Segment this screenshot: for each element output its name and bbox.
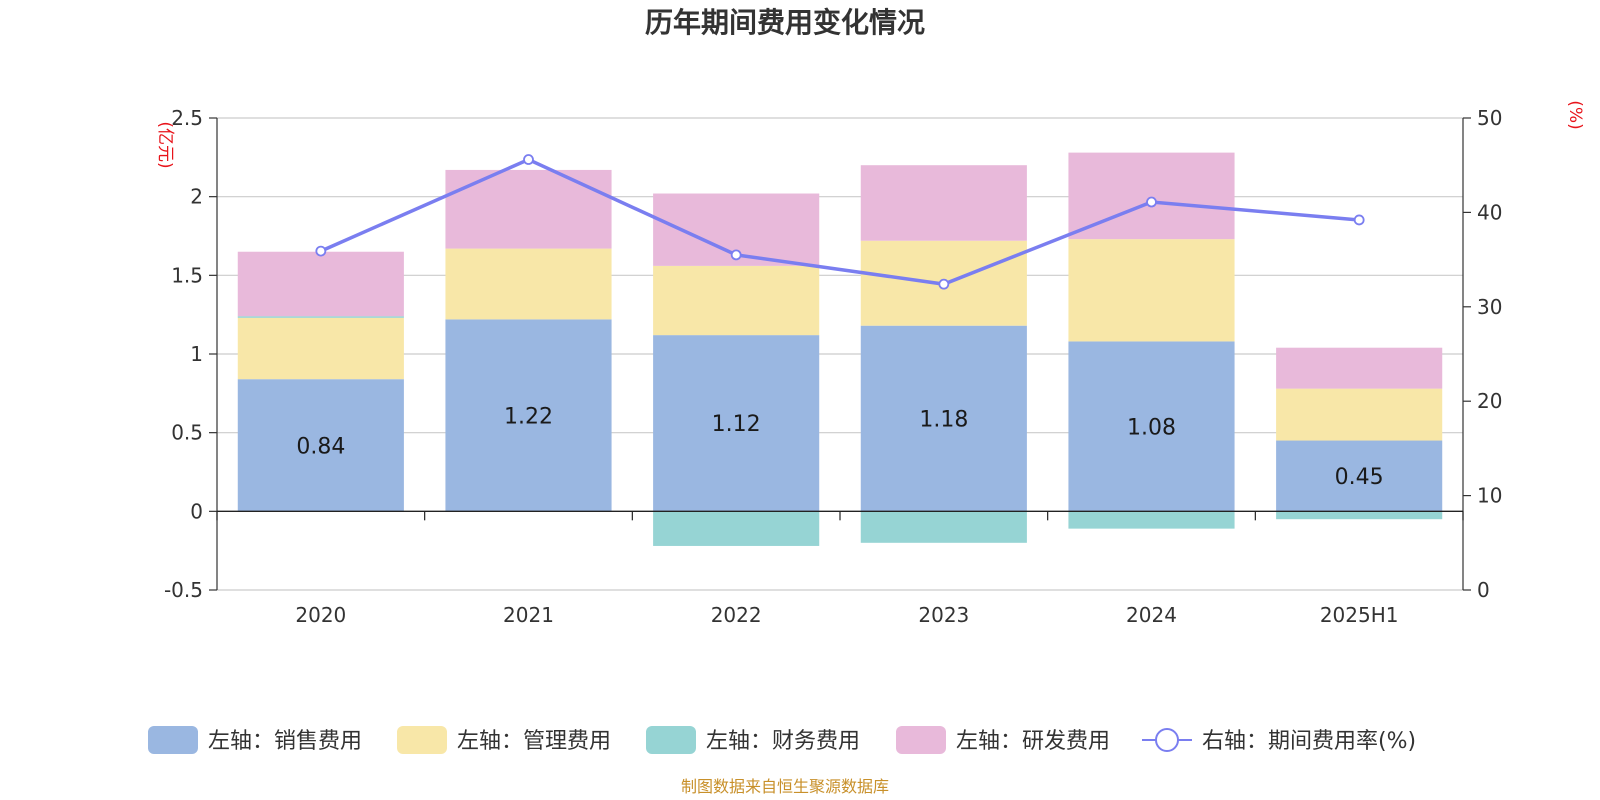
bar-segment (445, 248, 612, 320)
legend-swatch (646, 726, 696, 754)
right-tick-label: 20 (1477, 389, 1502, 413)
bar-segment (237, 317, 404, 380)
legend-swatch (397, 726, 447, 754)
rate-line-path (320, 157, 1360, 286)
bar-data-label: 1.18 (919, 408, 968, 433)
source-note: 制图数据来自恒生聚源数据库 (681, 777, 889, 796)
left-tick-label: 2.5 (171, 106, 203, 130)
right-axis-unit: (%) (1565, 100, 1585, 129)
data-labels: 0.84 1.22 1.12 1.18 1.08 0.45 (296, 404, 1383, 490)
bar-segment (1276, 511, 1443, 520)
bar-segment (860, 165, 1027, 241)
category-label: 2022 (711, 603, 762, 627)
left-tick-label: 1.5 (171, 263, 203, 287)
right-tick-label: 40 (1477, 200, 1502, 224)
bar-data-label: 1.12 (712, 412, 761, 437)
bar-segment (1276, 440, 1443, 512)
bar-segment (653, 265, 820, 336)
bar-data-label: 1.22 (504, 404, 553, 429)
bar-segment (653, 335, 820, 512)
legend-label: 左轴：研发费用 (956, 729, 1110, 754)
legend-swatch (896, 726, 946, 754)
bar-segment (1068, 341, 1235, 512)
left-tick-label: 0 (190, 499, 203, 523)
bar-segment (237, 379, 404, 512)
bar-data-label: 0.84 (296, 434, 345, 459)
left-tick-label: -0.5 (164, 578, 203, 602)
rate-point (938, 278, 950, 290)
bar-segment (860, 511, 1027, 543)
category-label: 2023 (918, 603, 969, 627)
bar-segment (445, 169, 612, 249)
bar-segment (653, 511, 820, 546)
category-label: 2020 (295, 603, 346, 627)
legend-label: 左轴：管理费用 (457, 729, 611, 754)
axes: -0.5 0 0.5 1 1.5 2 2.5 0 10 20 30 40 50 2020 2021 2022 2… (164, 106, 1502, 627)
rate-point (1146, 196, 1157, 208)
chart-title: 历年期间费用变化情况 (645, 6, 925, 39)
bar-segment (1068, 239, 1235, 342)
rate-point (730, 249, 742, 261)
rate-line (315, 154, 1365, 290)
bar-segment (237, 251, 404, 317)
right-tick-label: 50 (1477, 106, 1502, 130)
rate-point (523, 154, 534, 165)
bar-segment (445, 319, 612, 512)
legend: 左轴：销售费用 左轴：管理费用 左轴：财务费用 左轴：研发费用 右轴：期间费用率(%) (148, 726, 1416, 754)
right-tick-label: 10 (1477, 484, 1502, 508)
bar-data-label: 1.08 (1127, 415, 1176, 440)
bar-data-label: 0.45 (1335, 465, 1384, 490)
left-tick-label: 0.5 (171, 421, 203, 445)
grid-lines (217, 117, 1463, 591)
category-label: 2024 (1126, 603, 1177, 627)
category-label: 2025H1 (1320, 603, 1399, 627)
bar-segment (237, 316, 404, 318)
legend-label: 左轴：财务费用 (706, 729, 860, 754)
rate-point (1353, 214, 1365, 226)
category-label: 2021 (503, 603, 554, 627)
bars (237, 152, 1443, 546)
left-tick-label: 2 (190, 185, 203, 209)
legend-swatch (148, 726, 198, 754)
left-tick-label: 1 (190, 342, 203, 366)
rate-point (315, 245, 327, 257)
legend-label: 右轴：期间费用率(%) (1202, 729, 1416, 754)
right-tick-label: 0 (1477, 578, 1490, 602)
right-tick-label: 30 (1477, 295, 1502, 319)
bar-segment (1276, 388, 1443, 441)
bar-segment (860, 325, 1027, 512)
bar-segment (1068, 511, 1235, 529)
legend-marker (1155, 728, 1179, 752)
legend-label: 左轴：销售费用 (208, 729, 362, 754)
left-axis-unit: (亿元) (155, 121, 175, 168)
bar-segment (1276, 347, 1443, 389)
